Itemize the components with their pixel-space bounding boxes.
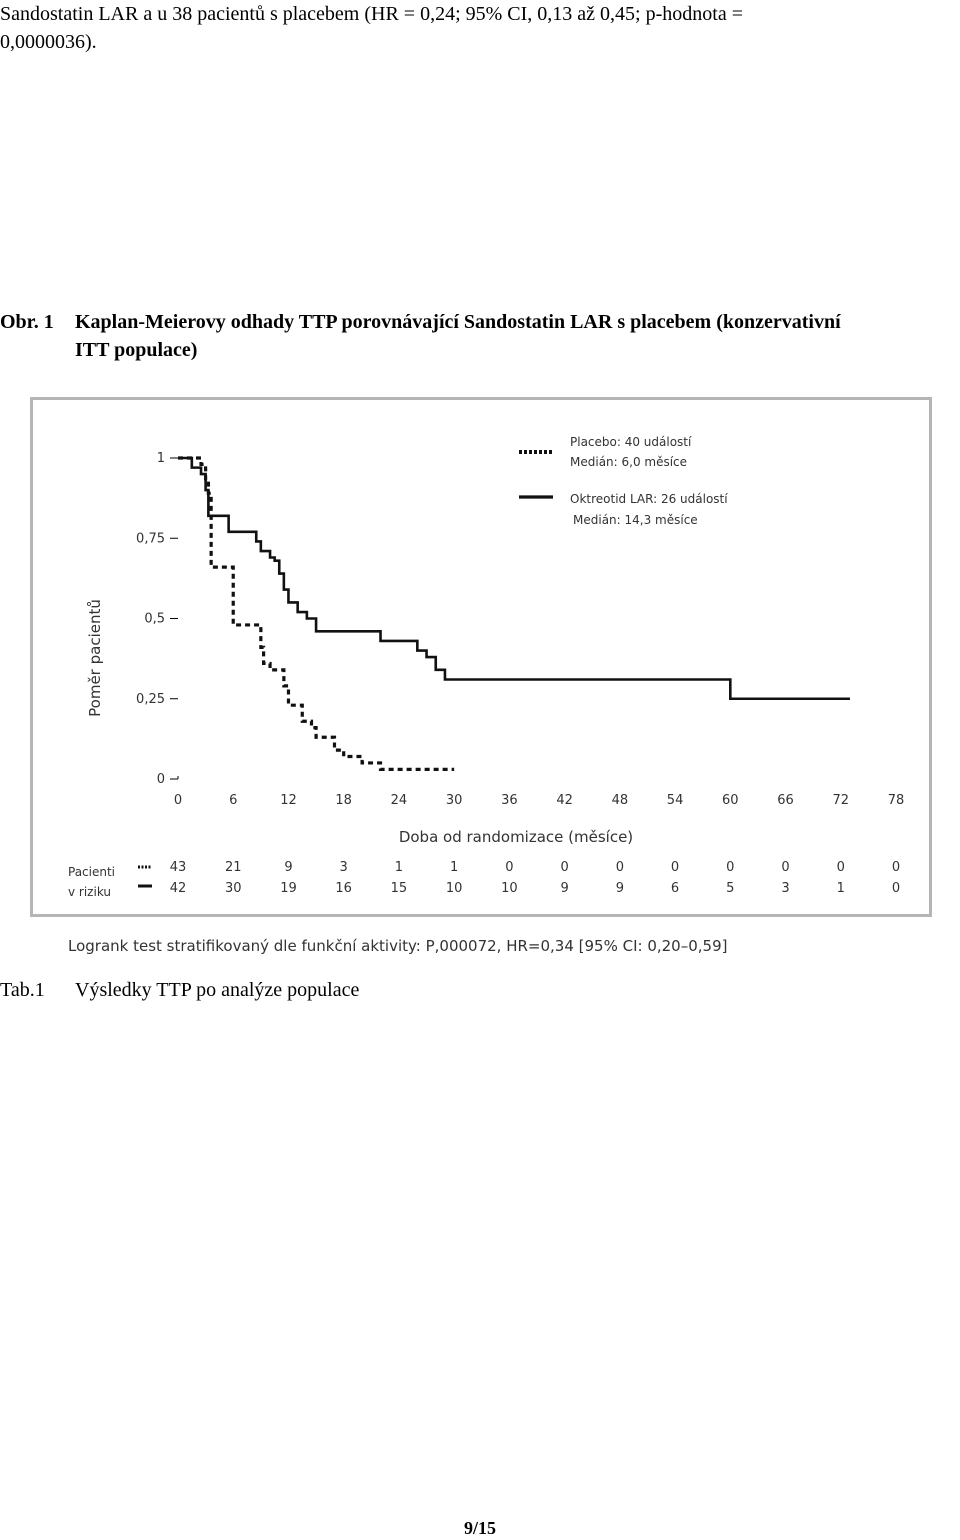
table-number: Tab.1 — [0, 979, 45, 1001]
x-tick-label: 12 — [280, 793, 297, 808]
at-risk-placebo-count: 0 — [892, 860, 900, 875]
at-risk-placebo-count: 9 — [284, 860, 292, 875]
intro-paragraph: Sandostatin LAR a u 38 pacientů s placeb… — [0, 0, 960, 56]
x-tick-label: 30 — [446, 793, 463, 808]
page-number: 9/15 — [463, 1518, 496, 1538]
y-tick-label: 0,25 — [136, 692, 165, 707]
x-tick-label: 78 — [888, 793, 905, 808]
at-risk-placebo-count: 0 — [837, 860, 845, 875]
x-tick-label: 48 — [612, 793, 629, 808]
kaplan-meier-chart: 0 6 12 18 24 30 36 42 48 54 60 66 72 7800,250,50,751 … — [68, 435, 904, 955]
x-tick-label: 18 — [335, 793, 352, 808]
at-risk-placebo-count: 43 — [170, 860, 187, 875]
at-risk-oktreotid-count: 6 — [671, 881, 679, 896]
logrank-footnote: Logrank test stratifikovaný dle funkční … — [68, 937, 727, 955]
table-caption-text: Výsledky TTP po analýze populace — [75, 979, 360, 1001]
at-risk-placebo-count: 21 — [225, 860, 242, 875]
at-risk-oktreotid-count: 19 — [280, 881, 297, 896]
figure-number: Obr. 1 — [0, 311, 54, 333]
x-tick-label: 6 — [229, 793, 237, 808]
x-tick-label: 60 — [722, 793, 739, 808]
legend-placebo-label: Placebo: 40 událostí — [570, 435, 692, 449]
legend-oktreotid-median: Medián: 14,3 měsíce — [573, 513, 698, 527]
y-tick-label: 0,5 — [144, 612, 165, 627]
at-risk-oktreotid-count: 3 — [781, 881, 789, 896]
at-risk-oktreotid-count: 0 — [892, 881, 900, 896]
figure-caption: Obr. 1 Kaplan-Meierovy odhady TTP porovná… — [0, 308, 960, 364]
legend-oktreotid-label: Oktreotid LAR: 26 událostí — [570, 492, 728, 506]
at-risk-placebo-count: 0 — [671, 860, 679, 875]
intro-line-2: 0,0000036). — [0, 31, 97, 53]
chart-axes: 0 6 12 18 24 30 36 42 48 54 60 66 72 78 0 0,25 0,5 0,75 1 — [136, 451, 904, 808]
chart-curves — [178, 456, 850, 771]
at-risk-oktreotid-count: 15 — [391, 881, 408, 896]
x-tick-label: 0 — [174, 793, 182, 808]
oktreotid-curve — [178, 456, 850, 701]
at-risk-placebo-count: 0 — [505, 860, 513, 875]
x-tick-label: 24 — [391, 793, 408, 808]
at-risk-oktreotid-count: 42 — [170, 881, 187, 896]
x-tick-label: 72 — [832, 793, 849, 808]
figure-caption-line-1: Kaplan-Meierovy odhady TTP porovnávající… — [75, 311, 841, 333]
at-risk-placebo-count: 1 — [450, 860, 458, 875]
x-tick-label: 54 — [667, 793, 684, 808]
y-tick-label: 1 — [157, 451, 165, 466]
x-tick-label: 42 — [556, 793, 573, 808]
x-axis-label: Doba od randomizace (měsíce) — [399, 828, 633, 846]
at-risk-table: 43 21 9 3 1 1 0 0 0 0 0 0 0 042 30 19 16 15 10 10 9 9 6 5 3 1 0 — [138, 860, 900, 896]
at-risk-title-2: v riziku — [68, 885, 111, 899]
legend-placebo-median: Medián: 6,0 měsíce — [570, 455, 687, 469]
at-risk-oktreotid-count: 9 — [616, 881, 624, 896]
at-risk-placebo-count: 0 — [616, 860, 624, 875]
at-risk-placebo-count: 0 — [560, 860, 568, 875]
table-caption: Tab.1 Výsledky TTP po analýze populace — [0, 976, 359, 1004]
y-tick-label: 0 — [157, 772, 165, 787]
x-tick-label: 36 — [501, 793, 518, 808]
at-risk-placebo-count: 0 — [726, 860, 734, 875]
at-risk-oktreotid-count: 9 — [560, 881, 568, 896]
at-risk-oktreotid-count: 5 — [726, 881, 734, 896]
at-risk-oktreotid-count: 1 — [837, 881, 845, 896]
intro-line-1: Sandostatin LAR a u 38 pacientů s placeb… — [0, 3, 743, 25]
at-risk-title-1: Pacienti — [68, 865, 115, 879]
figure-caption-line-2: ITT populace) — [75, 339, 198, 361]
at-risk-oktreotid-count: 30 — [225, 881, 242, 896]
x-tick-label: 66 — [777, 793, 794, 808]
at-risk-oktreotid-count: 10 — [446, 881, 463, 896]
at-risk-placebo-count: 3 — [340, 860, 348, 875]
at-risk-placebo-count: 0 — [781, 860, 789, 875]
at-risk-placebo-count: 1 — [395, 860, 403, 875]
y-axis-label: Poměr pacientů — [86, 599, 104, 717]
y-tick-label: 0,75 — [136, 531, 165, 546]
figure-frame — [30, 397, 932, 917]
placebo-curve — [178, 456, 455, 771]
at-risk-oktreotid-count: 16 — [335, 881, 352, 896]
at-risk-oktreotid-count: 10 — [501, 881, 518, 896]
chart-legend: Placebo: 40 událostí Medián: 6,0 měsíce Ok… — [519, 435, 728, 527]
